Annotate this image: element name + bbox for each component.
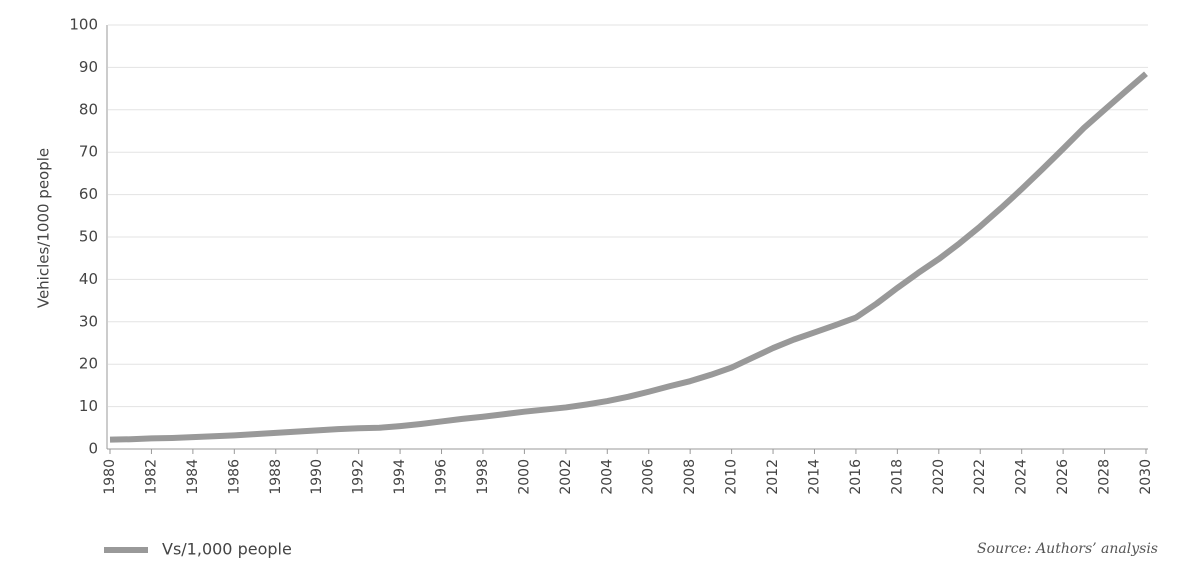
y-tick-label: 70 <box>79 143 98 161</box>
y-tick-label: 40 <box>79 270 98 288</box>
x-tick-label: 1998 <box>475 459 491 495</box>
x-tick-label: 2014 <box>806 459 822 495</box>
x-tick-label: 2008 <box>682 459 698 495</box>
x-tick-label: 1996 <box>434 459 450 495</box>
x-tick-label: 2012 <box>765 459 781 495</box>
y-tick-label: 60 <box>79 185 98 203</box>
y-tick-label: 80 <box>79 100 98 118</box>
x-tick-label: 1990 <box>309 459 325 495</box>
x-tick-label: 1994 <box>392 459 408 495</box>
x-tick-label: 2022 <box>972 459 988 495</box>
x-tick-label: 2024 <box>1014 459 1030 495</box>
x-tick-label: 2000 <box>516 459 532 495</box>
x-tick-label: 2028 <box>1097 459 1113 495</box>
x-tick-label: 2020 <box>931 459 947 495</box>
line <box>109 71 1148 443</box>
y-tick-label: 100 <box>69 16 98 34</box>
x-tick-label: 2006 <box>641 459 657 495</box>
y-tick-label: 20 <box>79 355 98 373</box>
x-tick-label: 2018 <box>889 459 905 495</box>
y-tick-label: 10 <box>79 397 98 415</box>
x-tick-label: 2030 <box>1138 459 1154 495</box>
x-tick-label: 1984 <box>185 459 201 495</box>
x-tick-label: 2002 <box>558 459 574 495</box>
x-tick-label: 1988 <box>268 459 284 495</box>
legend-label: Vs/1,000 people <box>162 540 292 559</box>
x-tick-label: 2010 <box>724 459 740 495</box>
x-tick-label: 2026 <box>1055 459 1071 495</box>
x-tick-label: 1992 <box>351 459 367 495</box>
y-axis-label: Vehicles/1000 people <box>35 148 53 308</box>
x-tick-label: 2004 <box>599 459 615 495</box>
x-tick-label: 1980 <box>102 459 118 495</box>
y-tick-label: 0 <box>88 440 98 458</box>
x-tick-label: 1982 <box>143 459 159 495</box>
source: Source: Authors’ analysis <box>977 541 1158 557</box>
x-tick-label: 2016 <box>848 459 864 495</box>
y-tick-label: 50 <box>79 228 98 246</box>
y-tick-label: 90 <box>79 58 98 76</box>
y-tick-label: 30 <box>79 312 98 330</box>
x-tick-label: 1986 <box>226 459 242 495</box>
